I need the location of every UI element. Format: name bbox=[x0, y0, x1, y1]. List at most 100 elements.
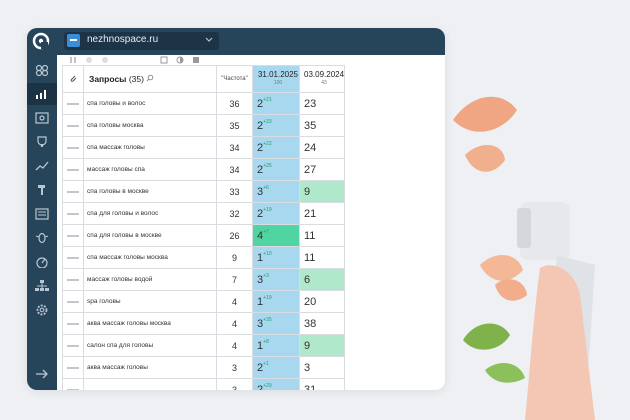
row-drag-handle[interactable] bbox=[62, 136, 84, 159]
position-delta: +3 bbox=[263, 272, 269, 279]
table-toolbar bbox=[57, 55, 445, 65]
nav-settings[interactable] bbox=[27, 299, 57, 321]
row-drag-handle[interactable] bbox=[62, 224, 84, 247]
nav-positions[interactable] bbox=[27, 83, 57, 105]
nav-analysis[interactable] bbox=[27, 107, 57, 129]
row-drag-handle[interactable] bbox=[62, 290, 84, 313]
position-cell-current: 2+1 bbox=[252, 356, 300, 379]
position-delta: +19 bbox=[263, 294, 272, 301]
link-icon[interactable] bbox=[101, 56, 109, 64]
nav-logout[interactable] bbox=[27, 363, 57, 385]
position-delta: +29 bbox=[263, 382, 272, 389]
query-cell[interactable]: аква массаж головы bbox=[83, 356, 217, 379]
image-icon[interactable] bbox=[192, 56, 200, 64]
save-icon[interactable] bbox=[160, 56, 168, 64]
date-sub-2: 43 bbox=[321, 80, 327, 86]
table-row[interactable]: спа головы москва 35 2+33 35 bbox=[62, 114, 346, 137]
nav-errors[interactable] bbox=[27, 227, 57, 249]
table-row[interactable]: 3 2+29 31 bbox=[62, 378, 346, 390]
row-drag-handle[interactable] bbox=[62, 202, 84, 225]
query-cell[interactable]: салон спа для головы bbox=[83, 334, 217, 357]
table-row[interactable]: массаж головы водой 7 3+3 6 bbox=[62, 268, 346, 291]
app-logo-icon[interactable] bbox=[32, 32, 50, 50]
position-value: 2 bbox=[257, 119, 264, 132]
eye-icon[interactable] bbox=[85, 56, 93, 64]
main-content: Запросы (35) "Частота" 31.01.2025 100 03… bbox=[57, 55, 445, 390]
query-cell[interactable]: спа головы в москве bbox=[83, 180, 217, 203]
table-row[interactable]: spa головы 4 1+19 20 bbox=[62, 290, 346, 313]
table-row[interactable]: спа массаж головы москва 9 1+10 11 bbox=[62, 246, 346, 269]
position-value: 3 bbox=[257, 185, 264, 198]
row-drag-handle[interactable] bbox=[62, 246, 84, 269]
table-row[interactable]: аква массаж головы москва 4 3+35 38 bbox=[62, 312, 346, 335]
link-column-header[interactable] bbox=[62, 65, 84, 93]
nav-structure[interactable] bbox=[27, 275, 57, 297]
frequency-header-label: "Частота" bbox=[221, 76, 248, 82]
queries-header-label: Запросы bbox=[89, 74, 127, 84]
query-cell[interactable]: спа массаж головы bbox=[83, 136, 217, 159]
position-value: 2 bbox=[257, 361, 264, 374]
table-row[interactable]: спа головы и волос 36 2+21 23 bbox=[62, 92, 346, 115]
table-header-row: Запросы (35) "Частота" 31.01.2025 100 03… bbox=[62, 65, 346, 93]
query-cell[interactable]: спа массаж головы москва bbox=[83, 246, 217, 269]
row-drag-handle[interactable] bbox=[62, 312, 84, 335]
position-cell-current: 1+10 bbox=[252, 246, 300, 269]
table-row[interactable]: спа массаж головы 34 2+22 24 bbox=[62, 136, 346, 159]
row-drag-handle[interactable] bbox=[62, 114, 84, 137]
site-selector[interactable]: nezhnospace.ru bbox=[64, 32, 219, 50]
drag-handle-icon bbox=[67, 278, 79, 281]
row-drag-handle[interactable] bbox=[62, 158, 84, 181]
row-drag-handle[interactable] bbox=[62, 356, 84, 379]
table-row[interactable]: массаж головы спа 34 2+25 27 bbox=[62, 158, 346, 181]
nav-rating[interactable] bbox=[27, 131, 57, 153]
table-row[interactable]: спа головы в москве 33 3+6 9 bbox=[62, 180, 346, 203]
nav-traffic[interactable] bbox=[27, 155, 57, 177]
nav-reports[interactable] bbox=[27, 203, 57, 225]
sidebar bbox=[27, 55, 57, 390]
row-drag-handle[interactable] bbox=[62, 268, 84, 291]
drag-handle-icon bbox=[67, 212, 79, 215]
query-cell[interactable]: аква массаж головы москва bbox=[83, 312, 217, 335]
nav-tools[interactable] bbox=[27, 179, 57, 201]
position-delta: +10 bbox=[263, 250, 272, 257]
table-row[interactable]: салон спа для головы 4 1+8 9 bbox=[62, 334, 346, 357]
row-drag-handle[interactable] bbox=[62, 92, 84, 115]
query-cell[interactable]: спа головы москва bbox=[83, 114, 217, 137]
position-value: 3 bbox=[257, 317, 264, 330]
table-row[interactable]: аква массаж головы 3 2+1 3 bbox=[62, 356, 346, 379]
top-bar: nezhnospace.ru bbox=[27, 28, 445, 55]
query-cell[interactable]: спа для головы в москве bbox=[83, 224, 217, 247]
frequency-cell: 26 bbox=[216, 224, 253, 247]
position-value: 2 bbox=[257, 97, 264, 110]
frequency-cell: 4 bbox=[216, 312, 253, 335]
search-icon[interactable] bbox=[146, 74, 154, 82]
nav-monitoring[interactable] bbox=[27, 251, 57, 273]
row-drag-handle[interactable] bbox=[62, 180, 84, 203]
date-column-header-2[interactable]: 03.09.2024 43 bbox=[298, 65, 346, 93]
table-row[interactable]: спа для головы и волос 32 2+19 21 bbox=[62, 202, 346, 225]
scan-icon bbox=[35, 112, 49, 124]
date-column-header-1[interactable]: 31.01.2025 100 bbox=[252, 65, 300, 93]
position-delta: +21 bbox=[263, 96, 272, 103]
query-cell[interactable] bbox=[83, 378, 217, 390]
position-delta: +6 bbox=[263, 184, 269, 191]
query-cell[interactable]: спа для головы и волос bbox=[83, 202, 217, 225]
date-label-1: 31.01.2025 bbox=[257, 70, 299, 79]
frequency-column-header[interactable]: "Частота" bbox=[216, 65, 253, 93]
queries-column-header[interactable]: Запросы (35) bbox=[83, 65, 217, 93]
query-cell[interactable]: spa головы bbox=[83, 290, 217, 313]
query-cell[interactable]: массаж головы водой bbox=[83, 268, 217, 291]
position-cell-current: 3+35 bbox=[252, 312, 300, 335]
row-drag-handle[interactable] bbox=[62, 378, 84, 390]
sort-icon[interactable] bbox=[69, 56, 77, 64]
nav-bugs[interactable] bbox=[27, 59, 57, 81]
query-cell[interactable]: массаж головы спа bbox=[83, 158, 217, 181]
query-cell[interactable]: спа головы и волос bbox=[83, 92, 217, 115]
row-drag-handle[interactable] bbox=[62, 334, 84, 357]
position-cell-current: 2+21 bbox=[252, 92, 300, 115]
drag-handle-icon bbox=[67, 366, 79, 369]
queries-count: (35) bbox=[128, 74, 144, 84]
contrast-icon[interactable] bbox=[176, 56, 184, 64]
table-row[interactable]: спа для головы в москве 26 4+7 11 bbox=[62, 224, 346, 247]
position-cell-previous: 6 bbox=[298, 268, 346, 291]
